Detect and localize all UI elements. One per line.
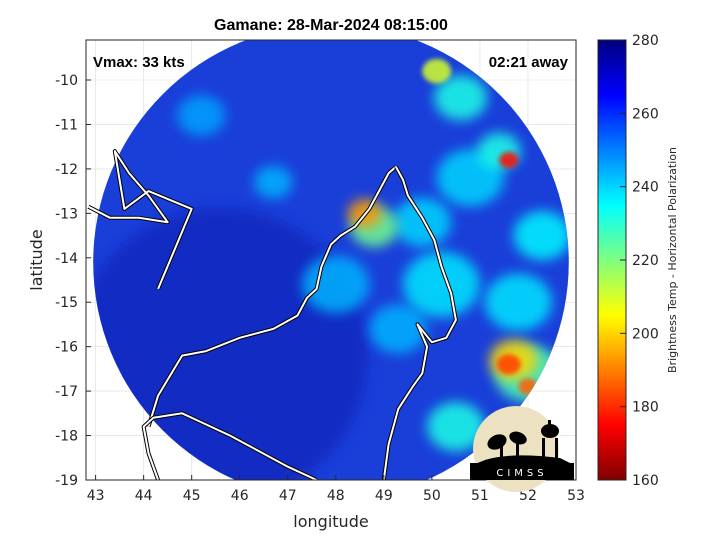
brightness-hotspot bbox=[484, 273, 552, 331]
brightness-hotspot bbox=[403, 251, 480, 318]
x-tick-label: 43 bbox=[87, 488, 105, 504]
colorbar-tick-label: 200 bbox=[632, 326, 659, 342]
colorbar-tick-label: 160 bbox=[632, 473, 659, 489]
brightness-hotspot bbox=[302, 255, 370, 314]
colorbar-tick-label: 240 bbox=[632, 180, 659, 196]
coastline-east bbox=[382, 166, 457, 480]
colorbar-label: Brightness Temp - Horizontal Polarizatio… bbox=[666, 147, 679, 373]
x-axis-label: longitude bbox=[293, 512, 368, 531]
brightness-hotspot bbox=[369, 304, 428, 354]
swath-layer bbox=[87, 40, 569, 480]
colorbar-tick-label: 280 bbox=[632, 33, 659, 49]
y-tick-label: -15 bbox=[55, 295, 78, 311]
coastline-west bbox=[142, 412, 318, 480]
colorbar-ticks: 280 260 240 220 200 180 160 bbox=[620, 33, 659, 489]
coastline-comoros bbox=[87, 150, 193, 290]
brightness-hotspot bbox=[499, 151, 519, 169]
x-tick-label: 44 bbox=[135, 488, 153, 504]
brightness-hotspot bbox=[496, 354, 521, 375]
y-tick-label: -12 bbox=[55, 162, 78, 178]
x-tick-label: 51 bbox=[471, 488, 489, 504]
cimss-logo: CIMSS bbox=[470, 406, 574, 492]
brightness-hotspot bbox=[434, 75, 488, 121]
chart-title: Gamane: 28-Mar-2024 08:15:00 bbox=[214, 17, 448, 34]
y-tick-label: -14 bbox=[55, 251, 78, 267]
x-tick-label: 50 bbox=[423, 488, 441, 504]
x-tick-label: 49 bbox=[375, 488, 393, 504]
time-away-annotation: 02:21 away bbox=[489, 54, 569, 71]
y-tick-label: -16 bbox=[55, 340, 78, 356]
brightness-hotspot bbox=[427, 402, 485, 452]
coastline-northwest bbox=[147, 165, 397, 427]
x-tick-label: 47 bbox=[279, 488, 297, 504]
brightness-hotspot bbox=[177, 95, 226, 136]
hotspot-layer bbox=[177, 58, 569, 452]
y-tick-label: -17 bbox=[55, 384, 78, 400]
brightness-hotspot bbox=[254, 165, 293, 199]
y-tick-label: -11 bbox=[55, 117, 78, 133]
colorbar-tick-label: 260 bbox=[632, 106, 659, 122]
x-tick-label: 53 bbox=[567, 488, 585, 504]
y-axis-ticks: -10 -11 -12 -13 -14 -15 -16 -17 -18 -19 bbox=[55, 73, 91, 489]
x-tick-label: 48 bbox=[327, 488, 345, 504]
vmax-annotation: Vmax: 33 kts bbox=[93, 54, 185, 71]
brightness-hotspot bbox=[393, 197, 452, 247]
x-tick-label: 46 bbox=[231, 488, 249, 504]
coastline-layer bbox=[87, 149, 458, 480]
y-tick-label: -13 bbox=[55, 206, 78, 222]
x-tick-label: 52 bbox=[519, 488, 537, 504]
axes-frame bbox=[85, 39, 577, 481]
x-tick-label: 45 bbox=[183, 488, 201, 504]
y-tick-label: -18 bbox=[55, 429, 78, 445]
y-tick-label: -10 bbox=[55, 73, 78, 89]
cimss-logo-text: CIMSS bbox=[496, 468, 547, 479]
x-axis-ticks: 43 44 45 46 47 48 49 50 51 52 53 bbox=[87, 475, 585, 504]
colorbar-tick-label: 220 bbox=[632, 253, 659, 269]
brightness-hotspot bbox=[422, 58, 452, 84]
colorbar-tick-label: 180 bbox=[632, 400, 659, 416]
y-tick-label: -19 bbox=[55, 473, 78, 489]
y-axis-label: latitude bbox=[27, 229, 46, 290]
brightness-hotspot bbox=[513, 211, 569, 261]
